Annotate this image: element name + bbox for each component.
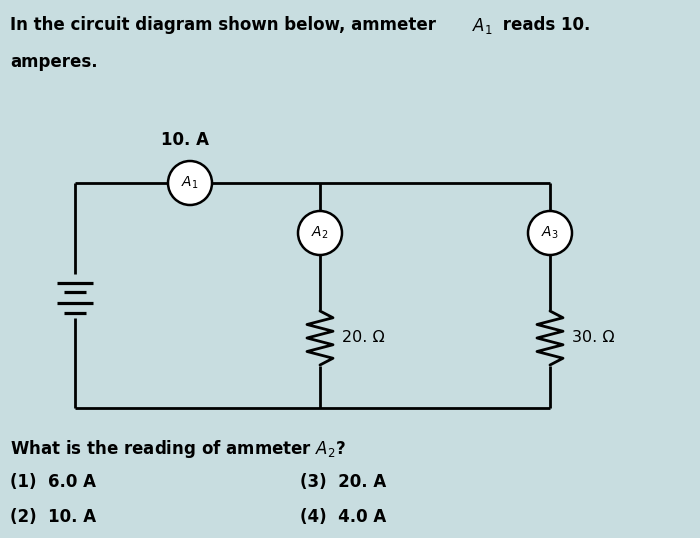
- Text: amperes.: amperes.: [10, 53, 97, 71]
- Text: (4)  4.0 A: (4) 4.0 A: [300, 508, 386, 526]
- Text: (1)  6.0 A: (1) 6.0 A: [10, 473, 96, 491]
- Text: $A_{1}$: $A_{1}$: [181, 175, 199, 191]
- Text: (3)  20. A: (3) 20. A: [300, 473, 386, 491]
- Circle shape: [168, 161, 212, 205]
- Text: What is the reading of ammeter $A_2$?: What is the reading of ammeter $A_2$?: [10, 438, 346, 460]
- Text: 20. Ω: 20. Ω: [342, 330, 385, 345]
- Text: (2)  10. A: (2) 10. A: [10, 508, 96, 526]
- Circle shape: [528, 211, 572, 255]
- Text: 10. A: 10. A: [161, 131, 209, 149]
- Text: reads 10.: reads 10.: [497, 16, 590, 34]
- Text: $A_1$: $A_1$: [472, 16, 493, 36]
- Circle shape: [298, 211, 342, 255]
- Text: $A_{3}$: $A_{3}$: [541, 225, 559, 241]
- Text: $A_{2}$: $A_{2}$: [312, 225, 329, 241]
- Text: 30. Ω: 30. Ω: [572, 330, 615, 345]
- Text: In the circuit diagram shown below, ammeter: In the circuit diagram shown below, amme…: [10, 16, 442, 34]
